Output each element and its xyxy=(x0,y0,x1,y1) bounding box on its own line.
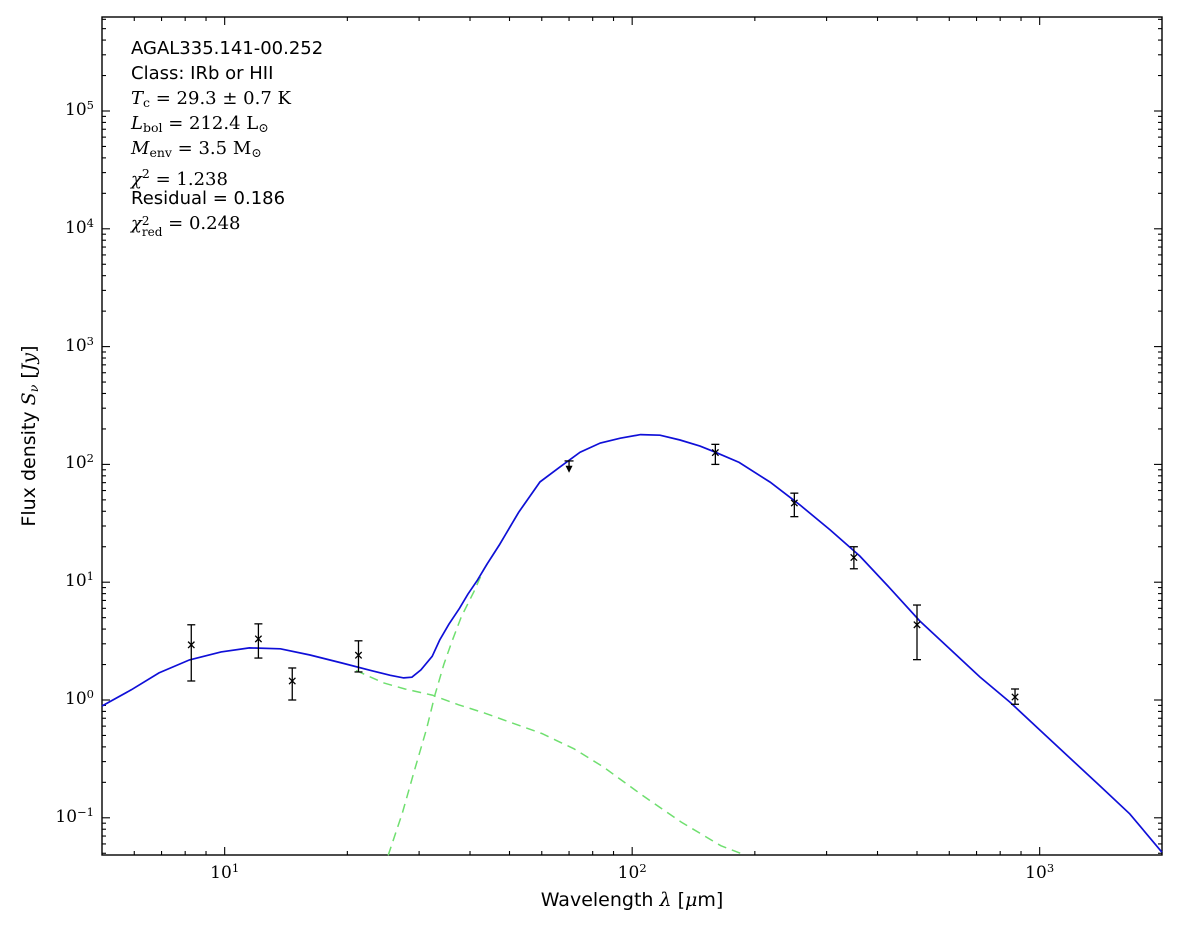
data-point xyxy=(790,492,799,518)
x-tick-label-1000: 103 xyxy=(1025,861,1055,883)
y-tick-label-1e2: 102 xyxy=(65,451,94,474)
y-tick-label-1e3: 103 xyxy=(65,333,94,356)
x-tick-label-10: 101 xyxy=(210,861,240,883)
data-point xyxy=(849,546,858,570)
annotation-temperature: Tc = 29.3 ± 0.7 K xyxy=(131,88,291,110)
annotation-source-name: AGAL335.141-00.252 xyxy=(131,36,323,61)
y-axis-label: Flux density Sν [Jy] xyxy=(18,345,41,527)
y-tick-label-1e-1: 10−1 xyxy=(55,804,94,827)
photometry-points xyxy=(187,443,1020,705)
y-tick-label-1e5: 105 xyxy=(65,98,94,120)
annotation-luminosity: Lbol = 212.4 L⊙ xyxy=(131,113,269,135)
data-point xyxy=(288,667,297,701)
annotation-class: Class: IRb or HII xyxy=(131,61,323,86)
data-point xyxy=(711,443,720,466)
source-name: AGAL335.141-00.252 xyxy=(131,38,324,59)
y-tick-label-1e4: 104 xyxy=(65,215,94,238)
fit-annotation: AGAL335.141-00.252 Class: IRb or HII Tc … xyxy=(131,36,323,239)
x-tick-label-100: 102 xyxy=(617,861,647,883)
data-point xyxy=(354,640,363,673)
y-tick-label-1e0: 100 xyxy=(65,687,94,709)
upper-limit-arrow xyxy=(564,460,574,473)
y-tick-label-1e1: 101 xyxy=(65,569,94,592)
annotation-chi2: χ2 = 1.238 xyxy=(131,166,228,190)
class-label: Class: IRb or HII xyxy=(131,63,274,84)
model-cold-component-curve xyxy=(387,481,541,856)
data-point xyxy=(187,624,196,682)
annotation-mass: Menv = 3.5 M⊙ xyxy=(131,138,262,160)
data-point xyxy=(1011,688,1020,705)
data-point xyxy=(913,604,921,661)
annotation-chi2-reduced: χ 2 red = 0.248 xyxy=(131,213,241,239)
axis-ticks xyxy=(102,17,1162,855)
data-point xyxy=(254,623,263,659)
annotation-residual: Residual = 0.186 xyxy=(131,188,286,209)
model-hot-component-curve xyxy=(355,669,747,857)
model-total-curve xyxy=(101,433,1163,853)
x-axis-label: Wavelength λ [μm] xyxy=(540,889,724,911)
